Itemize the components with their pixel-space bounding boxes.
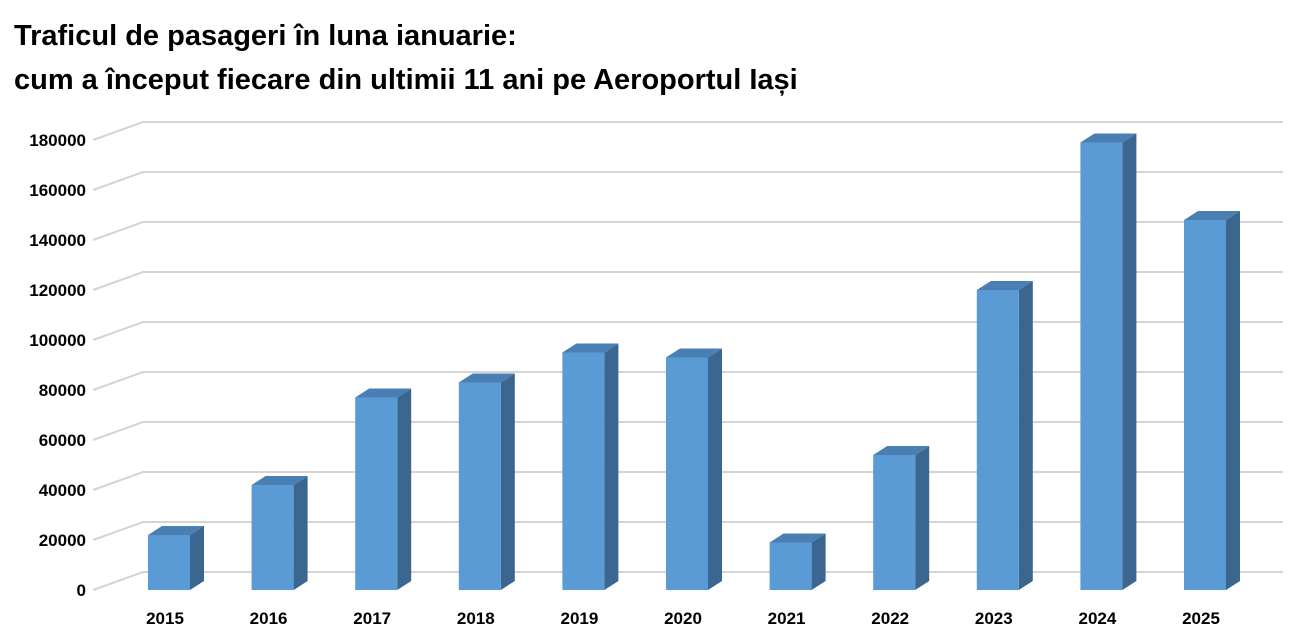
- y-tick-label: 80000: [39, 381, 86, 400]
- bars: [148, 133, 1240, 590]
- bar-top-face: [1184, 211, 1240, 220]
- bar: [976, 281, 1033, 590]
- bar-front-face: [458, 382, 501, 590]
- bar-front-face: [355, 397, 398, 590]
- bar: [873, 446, 930, 590]
- bar-top-face: [873, 446, 930, 455]
- bar: [666, 348, 722, 590]
- gridline: [92, 321, 1283, 341]
- gridline: [92, 271, 1283, 291]
- y-axis-tick-labels: 0 20000 40000 60000 80000 100000 120000 140000 1…: [29, 131, 86, 600]
- bar-front-face: [1184, 220, 1226, 590]
- chart-title-block: Traficul de pasageri în luna ianuarie: c…: [14, 14, 798, 102]
- bar-front-face: [769, 542, 812, 590]
- bar: [562, 343, 619, 590]
- bar-top-face: [769, 533, 826, 543]
- bar: [458, 373, 515, 590]
- gridline: [92, 371, 1283, 391]
- x-tick-label: 2018: [457, 609, 495, 628]
- gridline: [92, 421, 1283, 441]
- bar-front-face: [148, 535, 190, 590]
- bar-front-face: [873, 455, 916, 590]
- bar-side-face: [604, 343, 619, 590]
- y-tick-label: 0: [77, 581, 86, 600]
- y-tick-label: 180000: [29, 131, 86, 150]
- bar: [1080, 133, 1137, 590]
- bar: [769, 533, 826, 590]
- bar-side-face: [1018, 281, 1033, 590]
- bar-front-face: [976, 290, 1019, 590]
- x-tick-label: 2023: [975, 609, 1013, 628]
- x-tick-label: 2024: [1078, 609, 1116, 628]
- chart-title: Traficul de pasageri în luna ianuarie:: [14, 20, 517, 52]
- y-tick-label: 160000: [29, 181, 86, 200]
- grid-lines: [92, 121, 1283, 591]
- gridline: [92, 171, 1283, 191]
- bar-side-face: [708, 348, 722, 590]
- x-tick-label: 2020: [664, 609, 702, 628]
- y-tick-label: 60000: [39, 431, 86, 450]
- bar-top-face: [251, 476, 308, 485]
- y-tick-label: 140000: [29, 231, 86, 250]
- bar: [251, 476, 308, 590]
- bar-front-face: [251, 485, 294, 590]
- bar-top-face: [666, 348, 722, 358]
- bar-top-face: [976, 281, 1033, 290]
- x-tick-label: 2021: [768, 609, 806, 628]
- y-tick-label: 40000: [39, 481, 86, 500]
- bar: [1184, 211, 1240, 590]
- bar-front-face: [666, 357, 708, 590]
- chart-subtitle: cum a început fiecare din ultimii 11 ani…: [14, 64, 798, 96]
- bar-top-face: [148, 526, 204, 535]
- bar-top-face: [1080, 133, 1137, 143]
- y-tick-label: 20000: [39, 531, 86, 550]
- bar-side-face: [293, 476, 308, 590]
- bar-side-face: [500, 373, 515, 590]
- bar-top-face: [562, 343, 619, 353]
- bar: [355, 388, 412, 590]
- x-tick-label: 2022: [871, 609, 909, 628]
- bar-front-face: [562, 352, 605, 590]
- x-tick-label: 2019: [560, 609, 598, 628]
- x-axis-tick-labels: 2015 2016 2017 2018 2019 2020 2021 2022 2023 2024…: [146, 609, 1220, 628]
- bar-top-face: [458, 373, 515, 383]
- gridline: [92, 121, 1283, 141]
- bar-side-face: [397, 388, 412, 590]
- x-tick-label: 2025: [1182, 609, 1220, 628]
- bar-side-face: [915, 446, 930, 590]
- x-tick-label: 2017: [353, 609, 391, 628]
- bar-side-face: [811, 533, 826, 590]
- bar-side-face: [190, 526, 204, 590]
- bar-side-face: [1122, 133, 1137, 590]
- bar-top-face: [355, 388, 412, 398]
- bar: [148, 526, 204, 590]
- y-tick-label: 120000: [29, 281, 86, 300]
- x-tick-label: 2016: [250, 609, 288, 628]
- gridline: [92, 221, 1283, 241]
- y-tick-label: 100000: [29, 331, 86, 350]
- bar-front-face: [1080, 142, 1123, 590]
- bar-side-face: [1226, 211, 1240, 590]
- x-tick-label: 2015: [146, 609, 184, 628]
